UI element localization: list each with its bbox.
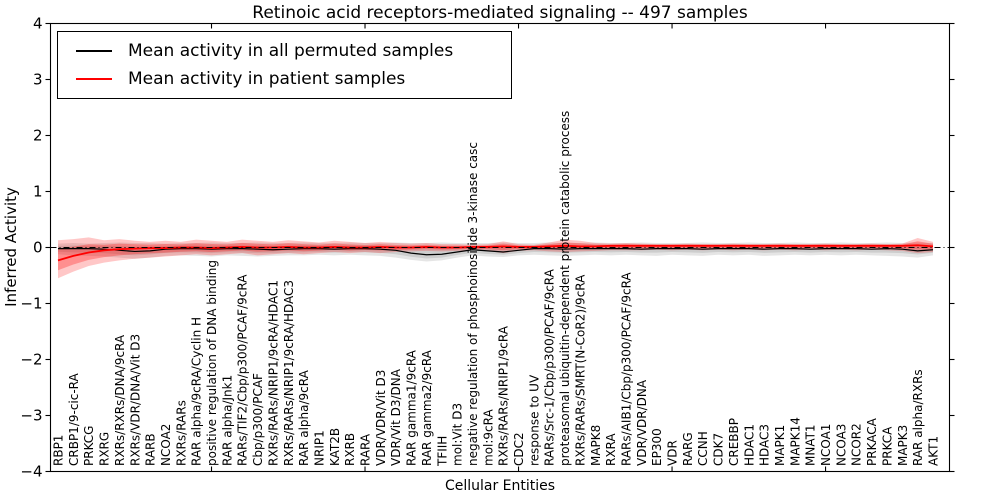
y-tick-label: 2 xyxy=(33,127,43,145)
x-tick-label: RXRs/RARs/NRIP1/9cRA/HDAC1 xyxy=(266,280,280,466)
x-tick-label: RXRs/VDR/DNA/Vit D3 xyxy=(128,334,142,466)
x-tick-label: NCOA3 xyxy=(834,424,848,466)
legend-item-permuted: Mean activity in all permuted samples xyxy=(76,41,511,61)
x-tick-label: response to UV xyxy=(527,374,541,466)
legend-item-patient: Mean activity in patient samples xyxy=(76,69,511,89)
x-tick-label: PRKCG xyxy=(82,426,96,466)
legend-label-permuted: Mean activity in all permuted samples xyxy=(128,40,454,61)
x-tick-label: MAPK8 xyxy=(589,425,603,466)
x-tick-label: AKT1 xyxy=(927,436,941,466)
x-tick-label: MAPK14 xyxy=(788,417,802,466)
x-tick-label: RAR alpha/9cRA xyxy=(297,369,311,466)
chart-title: Retinoic acid receptors-mediated signali… xyxy=(252,3,748,23)
y-tick-label: 1 xyxy=(33,183,43,201)
x-tick-label: MNAT1 xyxy=(804,424,818,466)
x-tick-label: RAR gamma1/9cRA xyxy=(405,349,419,466)
x-tick-label: negative regulation of phosphoinositide … xyxy=(466,142,480,466)
x-tick-label: NRIP1 xyxy=(312,430,326,466)
x-tick-label: HDAC1 xyxy=(742,424,756,466)
y-tick-label: −1 xyxy=(20,295,42,313)
x-tick-label: RARG xyxy=(681,432,695,466)
patient-band-inner xyxy=(58,241,933,271)
x-axis-label: Cellular Entities xyxy=(444,478,556,494)
x-tick-label: RXRs/RARs xyxy=(174,400,188,466)
x-tick-label: RAR alpha/9cRA/Cyclin H xyxy=(190,317,204,466)
y-tick-label: 3 xyxy=(33,71,43,89)
x-tick-label: MAPK1 xyxy=(773,425,787,466)
x-tick-label: RARs/TIF2/Cbp/p300/PCAF/9cRA xyxy=(236,274,250,466)
x-tick-label: PRKACA xyxy=(865,417,879,466)
x-tick-label: RAR alpha/Jnk1 xyxy=(220,375,234,466)
x-tick-label: NCOR2 xyxy=(850,423,864,466)
x-tick-label: RXRs/RARs/SMRT(N-CoR2)/9cRA xyxy=(573,274,587,466)
x-tick-label: RXRs/RXRs/DNA/9cRA xyxy=(113,334,127,466)
y-tick-label: −2 xyxy=(20,351,42,369)
x-tick-label: RXRs/RARs/NRIP1/9cRA/HDAC3 xyxy=(282,280,296,466)
x-tick-label: MAPK3 xyxy=(896,425,910,466)
x-tick-label: RBP1 xyxy=(52,435,66,466)
legend: Mean activity in all permuted samples Me… xyxy=(57,31,512,99)
x-tick-label: RARs/Src-1/Cbp/p300/PCAF/9cRA xyxy=(543,268,557,466)
x-tick-label: RARs/AIB1/Cbp/p300/PCAF/9cRA xyxy=(619,272,633,466)
x-tick-label: HDAC3 xyxy=(758,424,772,466)
x-tick-label: mol:Vit D3 xyxy=(451,403,465,466)
x-tick-label: RXRB xyxy=(343,433,357,466)
x-tick-label: proteasomal ubiquitin-dependent protein … xyxy=(558,111,572,466)
x-tick-label: VDR/Vit D3/DNA xyxy=(389,368,403,466)
x-tick-label: RAR alpha/RXRs xyxy=(911,369,925,466)
x-tick-label: VDR/VDR/DNA xyxy=(635,379,649,466)
y-tick-label: −3 xyxy=(20,407,42,425)
x-tick-label: CDK7 xyxy=(712,433,726,466)
x-tick-label: PRKCA xyxy=(880,426,894,466)
y-tick-label: 0 xyxy=(33,239,43,257)
x-tick-label: mol:9cRA xyxy=(481,409,495,466)
x-tick-label: CDC2 xyxy=(512,432,526,466)
legend-label-patient: Mean activity in patient samples xyxy=(128,69,406,90)
x-tick-label: RARB xyxy=(144,433,158,466)
x-tick-label: CREBBP xyxy=(727,418,741,466)
x-tick-label: RAR gamma2/9cRA xyxy=(420,349,434,466)
x-tick-label: CCNH xyxy=(696,431,710,466)
x-tick-label: RXRA xyxy=(604,433,618,466)
permuted-line-swatch xyxy=(76,49,112,52)
x-tick-label: VDR/VDR/Vit D3 xyxy=(374,370,388,466)
x-tick-label: CRBP1/9-cic-RA xyxy=(67,372,81,466)
y-tick-label: 4 xyxy=(33,15,43,33)
x-tick-label: RARA xyxy=(359,433,373,466)
patient-line-swatch xyxy=(76,78,112,81)
x-tick-label: positive regulation of DNA binding xyxy=(205,260,219,466)
x-tick-label: KAT2B xyxy=(328,428,342,466)
permuted-mean-line xyxy=(58,248,934,256)
x-tick-label: RXRG xyxy=(98,432,112,466)
y-tick-label: −4 xyxy=(20,463,42,481)
x-tick-label: Cbp/p300/PCAF xyxy=(251,373,265,466)
x-tick-label: NCOA1 xyxy=(819,424,833,466)
x-tick-label: TFIIH xyxy=(435,436,449,467)
x-tick-label: RXRs/RARs/NRIP1/9cRA xyxy=(497,325,511,466)
patient-mean-line xyxy=(57,244,934,262)
x-tick-label: EP300 xyxy=(650,428,664,466)
x-tick-label: VDR xyxy=(666,440,680,466)
x-tick-label: NCOA2 xyxy=(159,424,173,466)
